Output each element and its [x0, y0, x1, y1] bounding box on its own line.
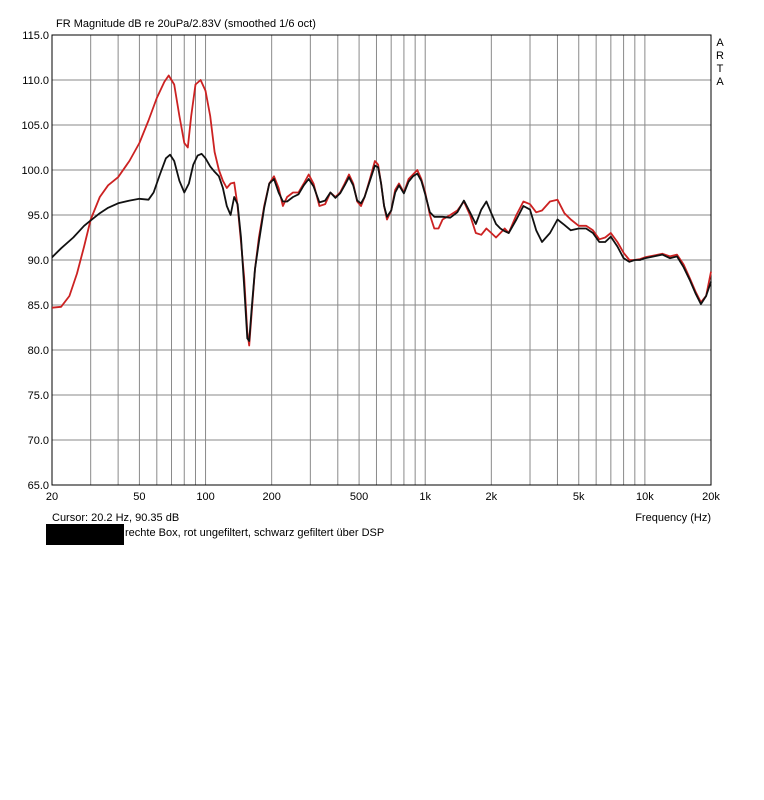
x-tick-label: 20: [46, 491, 58, 503]
x-axis-ticks: 20 50 100 200 500 1k 2k 5k 10k 20k: [46, 491, 720, 503]
y-tick-label: 95.0: [28, 210, 49, 222]
y-tick-label: 100.0: [21, 165, 49, 177]
x-tick-label: 2k: [486, 491, 498, 503]
y-tick-label: 90.0: [28, 255, 49, 267]
x-tick-label: 50: [133, 491, 145, 503]
y-tick-label: 110.0: [22, 75, 49, 87]
y-tick-label: 105.0: [21, 120, 49, 132]
watermark-letter: T: [717, 63, 724, 75]
x-tick-label: 10k: [636, 491, 654, 503]
x-tick-label: 100: [196, 491, 214, 503]
series-line: [51, 152, 712, 342]
y-tick-label: 75.0: [28, 390, 49, 402]
redacted-block: [46, 524, 124, 545]
x-axis-label: Frequency (Hz): [635, 512, 711, 524]
caption-text: rechte Box, rot ungefiltert, schwarz gef…: [125, 527, 385, 539]
y-tick-label: 85.0: [28, 300, 49, 312]
x-tick-label: 5k: [573, 491, 585, 503]
x-tick-label: 500: [350, 491, 368, 503]
series-line: [51, 74, 712, 347]
curves: [51, 74, 712, 347]
grid: [52, 34, 711, 486]
y-axis-ticks: 115.0 110.0 105.0 100.0 95.0 90.0 85.0 80.0 75.0…: [21, 30, 49, 492]
plot-frame: [51, 34, 712, 486]
cursor-readout: Cursor: 20.2 Hz, 90.35 dB: [52, 512, 179, 524]
chart-title: FR Magnitude dB re 20uPa/2.83V (smoothed…: [56, 18, 316, 30]
y-tick-label: 70.0: [28, 435, 49, 447]
watermark-letter: A: [716, 37, 724, 49]
x-tick-label: 200: [262, 491, 280, 503]
x-tick-label: 20k: [702, 491, 720, 503]
watermark-letter: R: [716, 50, 724, 62]
y-tick-label: 65.0: [28, 480, 49, 492]
watermark-letter: A: [716, 76, 724, 88]
y-tick-label: 115.0: [22, 30, 49, 42]
y-tick-label: 80.0: [28, 345, 49, 357]
x-tick-label: 1k: [419, 491, 431, 503]
